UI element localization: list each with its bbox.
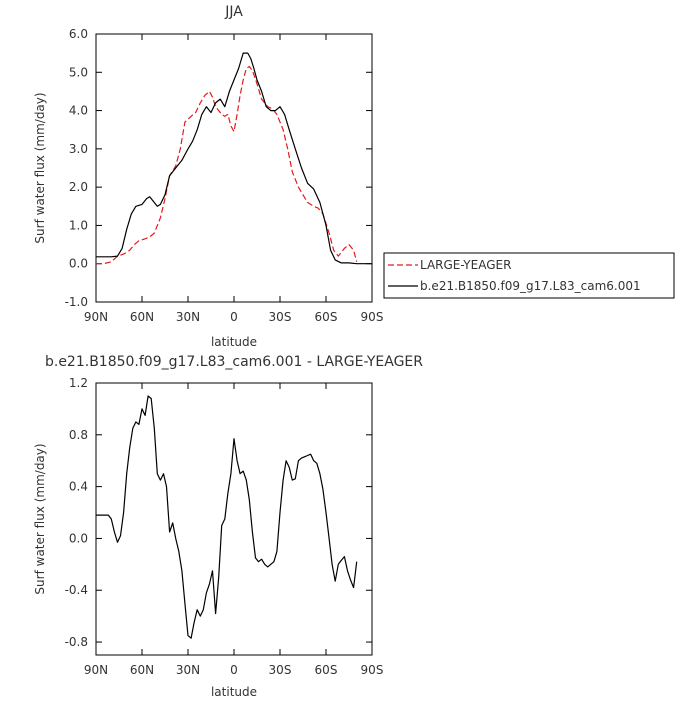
bottom-y-tick-label: 0.8 — [69, 428, 88, 442]
top-plot-frame — [95, 33, 373, 303]
top-legend: LARGE-YEAGER b.e21.B1850.f09_g17.L83_cam… — [383, 252, 675, 299]
bottom-y-tick-label: -0.8 — [65, 635, 88, 649]
top-axes-ticks: 90N 60N 30N 0 30S 60S 90S -1.0 0.0 1.0 2.0 3.0 4.0 5.… — [65, 27, 384, 324]
bottom-x-tick-label: 60N — [130, 663, 154, 677]
difference-series-line — [96, 395, 358, 639]
top-x-tick-label: 0 — [230, 310, 238, 324]
bottom-chart-title: b.e21.B1850.f09_g17.L83_cam6.001 - LARGE… — [45, 354, 423, 370]
top-y-tick-label: -1.0 — [65, 295, 88, 309]
top-x-tick-label: 90S — [361, 310, 384, 324]
bottom-x-tick-label: 0 — [230, 663, 238, 677]
bottom-series-group — [96, 395, 358, 639]
top-y-axis-label: Surf water flux (mm/day) — [33, 92, 47, 243]
bottom-panel: b.e21.B1850.f09_g17.L83_cam6.001 - LARGE… — [33, 354, 423, 699]
top-y-tick-label: 2.0 — [69, 180, 88, 194]
bottom-y-tick-label: -0.4 — [65, 583, 88, 597]
bottom-y-tick-label: 0.4 — [69, 480, 88, 494]
top-y-tick-label: 3.0 — [69, 142, 88, 156]
bottom-x-tick-label: 90S — [361, 663, 384, 677]
top-y-tick-label: 1.0 — [69, 218, 88, 232]
top-x-tick-label: 90N — [84, 310, 108, 324]
top-x-tick-label: 30S — [269, 310, 292, 324]
top-x-tick-label: 30N — [176, 310, 200, 324]
top-chart-title: JJA — [224, 4, 243, 20]
legend-box — [383, 252, 675, 299]
legend-label-large-yeager: LARGE-YEAGER — [420, 258, 511, 272]
top-series-group — [96, 52, 372, 265]
top-x-tick-label: 60S — [315, 310, 338, 324]
top-x-tick-label: 60N — [130, 310, 154, 324]
top-y-tick-label: 5.0 — [69, 65, 88, 79]
series-line-cam6 — [96, 52, 372, 265]
bottom-y-axis-label: Surf water flux (mm/day) — [33, 443, 47, 594]
series-line-large-yeager — [96, 65, 358, 265]
bottom-y-tick-label: 0.0 — [69, 531, 88, 545]
top-x-axis-label: latitude — [211, 335, 257, 349]
bottom-x-tick-label: 30S — [269, 663, 292, 677]
top-y-tick-label: 0.0 — [69, 257, 88, 271]
top-panel: JJA 90N 60N 30N 0 30S 60S 90S -1.0 0.0 1.0 2.0 3.0 4… — [33, 4, 383, 349]
bottom-x-tick-label: 90N — [84, 663, 108, 677]
bottom-axes-ticks: 90N 60N 30N 0 30S 60S 90S -0.8 -0.4 0.0 0.4 0.8 1.2 — [65, 376, 384, 677]
bottom-y-tick-label: 1.2 — [69, 376, 88, 390]
bottom-x-tick-label: 60S — [315, 663, 338, 677]
bottom-x-tick-label: 30N — [176, 663, 200, 677]
bottom-x-axis-label: latitude — [211, 685, 257, 699]
top-y-tick-label: 4.0 — [69, 104, 88, 118]
legend-label-cam6: b.e21.B1850.f09_g17.L83_cam6.001 — [420, 279, 641, 293]
top-y-tick-label: 6.0 — [69, 27, 88, 41]
